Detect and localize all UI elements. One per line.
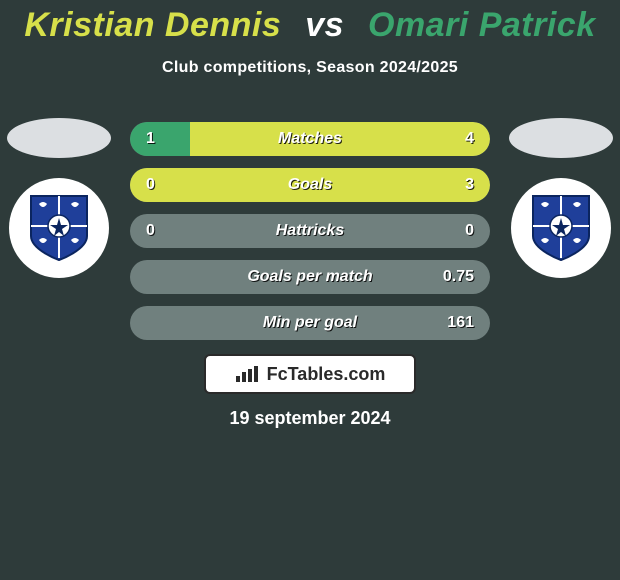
stat-row: 0.75 Goals per match [130,260,490,294]
stat-bars: 1 4 Matches 0 3 Goals 0 0 Hattricks [130,122,490,352]
bar-track [130,214,490,248]
player1-avatar [7,118,111,158]
stat-row: 1 4 Matches [130,122,490,156]
title-player2: Omari Patrick [368,6,596,44]
title-player1: Kristian Dennis [24,6,281,44]
comparison-card: Kristian Dennis vs Omari Patrick Club co… [0,0,620,580]
bar-seg-left [130,122,190,156]
player1-column [4,118,114,278]
title-vs: vs [305,6,344,44]
brand-text: FcTables.com [267,364,386,385]
stat-row: 0 3 Goals [130,168,490,202]
bar-track [130,306,490,340]
bar-track [130,260,490,294]
player2-avatar [509,118,613,158]
shield-icon [525,192,597,264]
subtitle: Club competitions, Season 2024/2025 [0,59,620,77]
card-date: 19 september 2024 [0,408,620,429]
stat-row: 161 Min per goal [130,306,490,340]
player2-column [506,118,616,278]
player1-club-badge [9,178,109,278]
bar-track [130,168,490,202]
bar-chart-icon [235,365,261,383]
page-title: Kristian Dennis vs Omari Patrick [0,0,620,45]
bar-seg-right [190,122,490,156]
player2-club-badge [511,178,611,278]
brand-badge: FcTables.com [204,354,416,394]
shield-icon [23,192,95,264]
stat-row: 0 0 Hattricks [130,214,490,248]
bar-seg-right [130,168,490,202]
bar-track [130,122,490,156]
